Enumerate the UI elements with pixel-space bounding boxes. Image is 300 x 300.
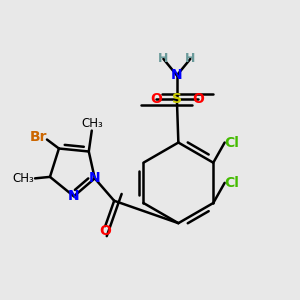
Text: N: N bbox=[89, 171, 100, 185]
Text: Cl: Cl bbox=[225, 176, 240, 190]
Text: N: N bbox=[171, 68, 183, 82]
Text: N: N bbox=[68, 189, 80, 203]
Text: CH₃: CH₃ bbox=[12, 172, 34, 185]
Text: O: O bbox=[192, 92, 204, 106]
Text: O: O bbox=[150, 92, 162, 106]
Text: H: H bbox=[185, 52, 196, 65]
Text: Cl: Cl bbox=[225, 136, 240, 149]
Text: Br: Br bbox=[29, 130, 47, 144]
Text: CH₃: CH₃ bbox=[81, 117, 103, 130]
Text: H: H bbox=[158, 52, 169, 65]
Text: O: O bbox=[99, 224, 111, 238]
Text: S: S bbox=[172, 92, 182, 106]
